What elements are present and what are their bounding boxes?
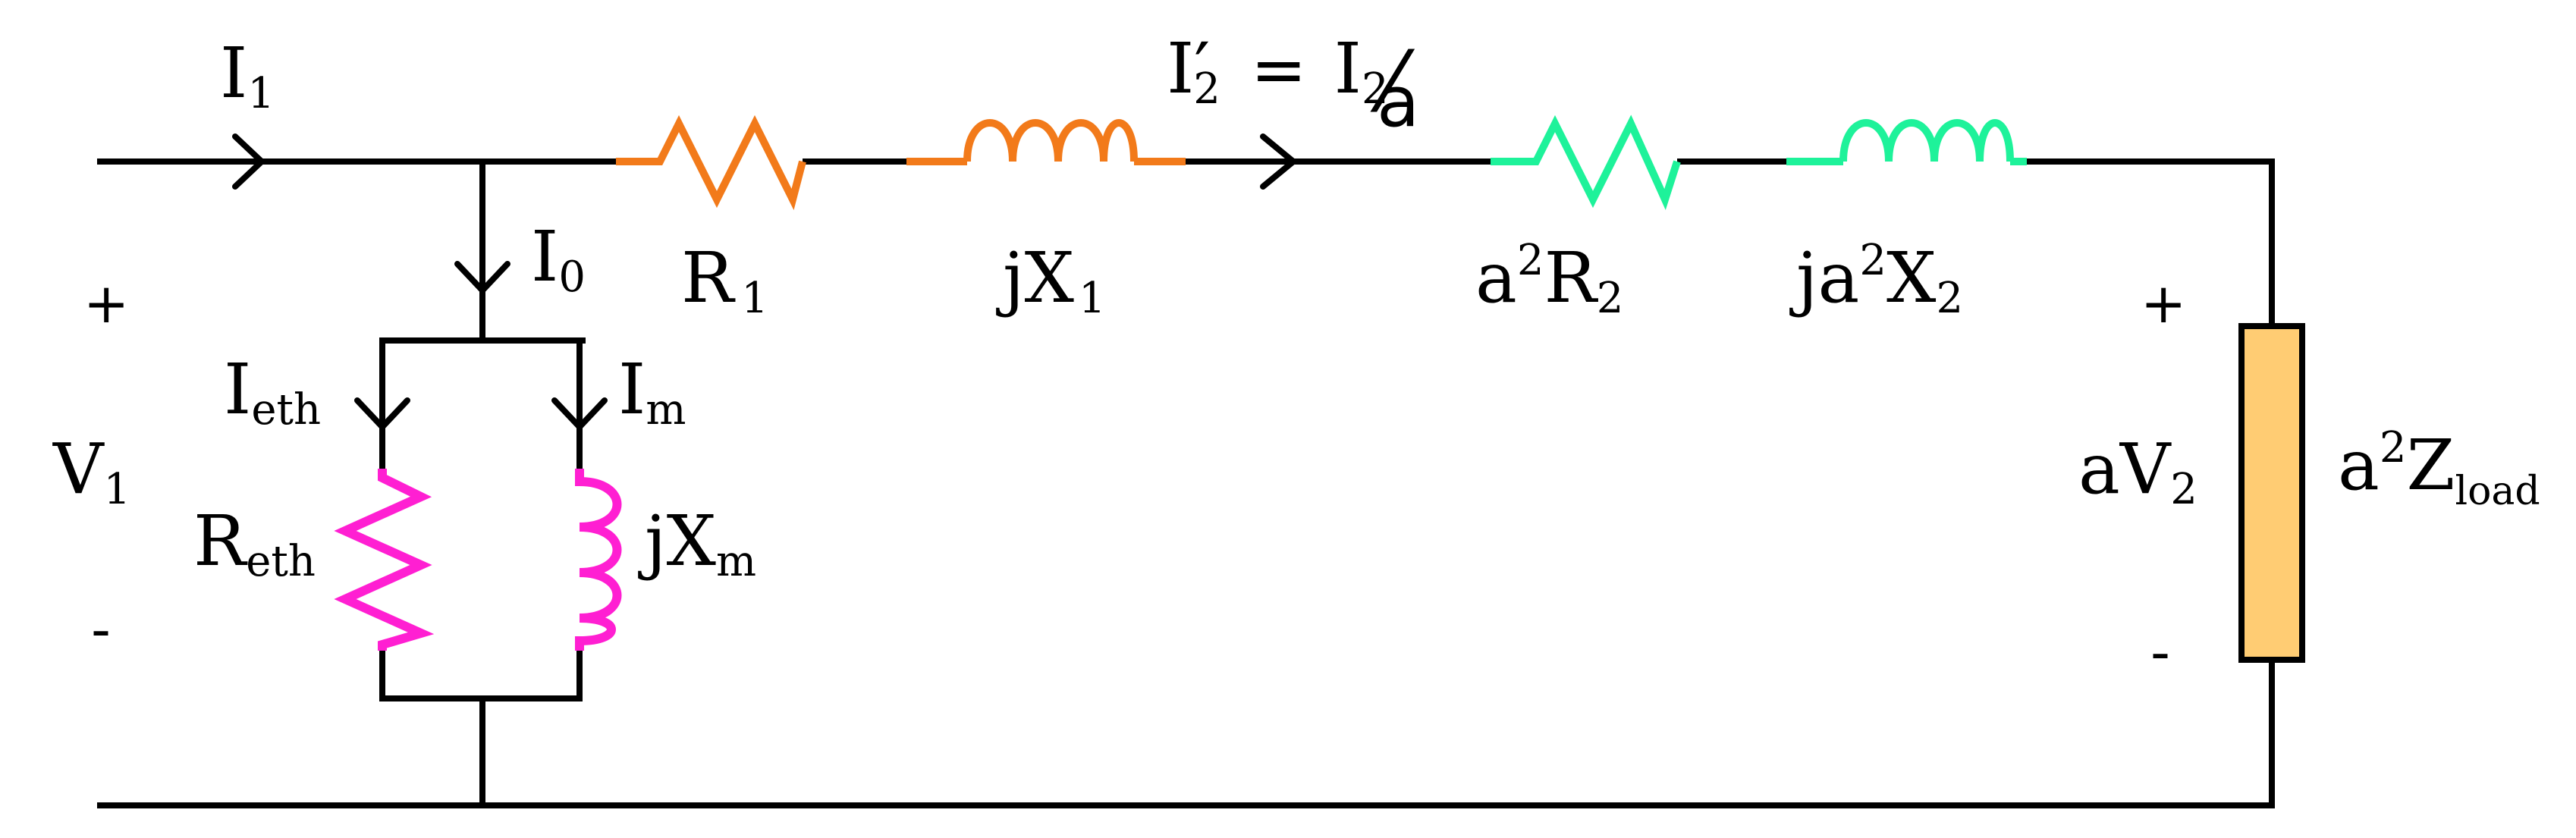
label-jxm: jXm [638, 501, 756, 586]
xm-coils [575, 469, 622, 651]
polarity-plus-right: + [2141, 271, 2186, 335]
x2-coils [1839, 119, 2014, 162]
label-i1: I1 [220, 33, 275, 118]
load-impedance [2238, 323, 2305, 663]
r1-resistor [616, 115, 806, 211]
label-im: Im [618, 349, 686, 435]
i0-arrow [454, 261, 510, 293]
label-i2-prime: I′2 = I2⁄a [1167, 28, 1419, 143]
wires [97, 158, 2275, 808]
x2-inductor [1786, 119, 2027, 165]
reth-resistor [334, 469, 435, 651]
im-arrow [551, 397, 608, 430]
i2-arrow [1260, 133, 1296, 190]
polarity-plus-left: + [83, 271, 129, 335]
x1-coils [963, 119, 1138, 162]
x1-inductor [906, 119, 1186, 165]
r2-resistor [1491, 115, 1681, 210]
label-i0: I0 [531, 216, 586, 302]
label-ieth: Ieth [224, 349, 321, 435]
reth-zigzag [334, 469, 435, 651]
label-av2: aV2 [2078, 428, 2197, 514]
label-jx1: jX 1 [996, 237, 1106, 323]
polarity-minus-left: - [91, 598, 111, 661]
ieth-arrow [354, 397, 410, 430]
label-ja2x2: ja2X2 [1789, 236, 1963, 323]
r2-zigzag [1491, 115, 1681, 210]
r1-zigzag [616, 115, 806, 211]
label-zload: a2Zload [2338, 423, 2540, 514]
i1-arrow [232, 133, 265, 190]
label-a2r2: a2R2 [1475, 236, 1623, 323]
polarity-minus-right: - [2150, 620, 2170, 684]
label-reth: Reth [193, 501, 316, 586]
xm-inductor [575, 469, 622, 651]
label-v1: V1 [52, 428, 130, 514]
